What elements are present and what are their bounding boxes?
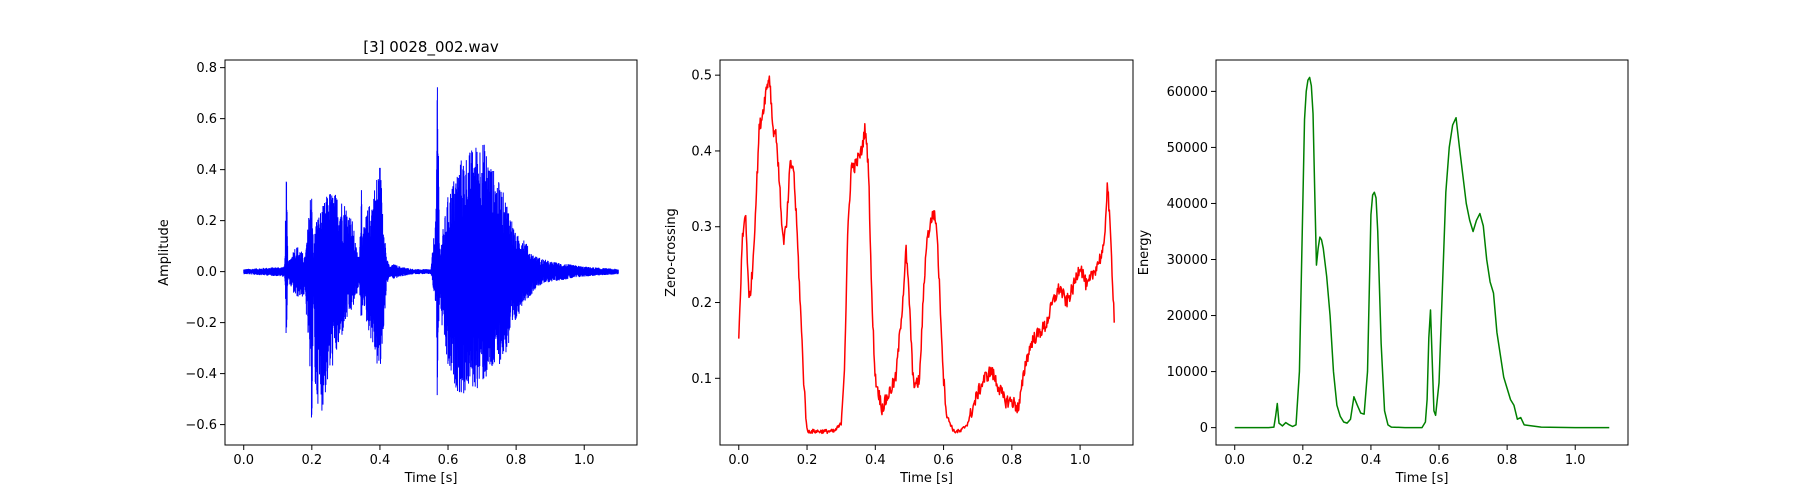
x-tick-label: 0.0 [1224,453,1245,468]
y-axis-label: Zero-crossing [664,208,679,297]
x-axis-label: Time [s] [1395,471,1449,486]
chart-title: [3] 0028_002.wav [363,38,499,57]
x-tick-label: 0.4 [865,453,886,468]
axes-frame [1215,59,1629,446]
subplot-1: 0.0 0.2 0.4 0.6 0.8 1.0 −0.6 −0.4 −0.2 0.0 0.2 0.4 0… [157,38,638,486]
x-tick-label: 0.6 [933,453,954,468]
x-tick-label: 0.6 [1429,453,1450,468]
x-tick-label: 0.8 [1001,453,1022,468]
x-tick-label: 0.2 [301,453,322,468]
x-tick-label: 0.0 [233,453,254,468]
x-axis-label: Time [s] [899,471,953,486]
x-tick-label: 0.4 [370,453,391,468]
x-tick-label: 0.4 [1361,453,1382,468]
y-tick-label: 0.1 [691,372,712,387]
y-tick-label: 0.5 [691,69,712,84]
amplitude-waveform [243,87,619,418]
x-tick-label: 0.0 [728,453,749,468]
series-group [738,75,1115,435]
y-tick-label: 20000 [1167,309,1208,324]
y-tick-label: 30000 [1167,253,1208,268]
energy-line [1234,76,1610,429]
x-tick-label: 0.8 [1497,453,1518,468]
x-tick-label: 0.2 [797,453,818,468]
subplot-2: 0.0 0.2 0.4 0.6 0.8 1.0 0.1 0.2 0.3 0.4 0.5 Time [s… [664,59,1134,486]
subplot-3: 0.0 0.2 0.4 0.6 0.8 1.0 0 10000 20000 30000 40000 5… [1137,59,1629,486]
series-group [243,87,619,418]
y-tick-label: −0.6 [185,418,217,433]
x-tick-label: 1.0 [1070,453,1091,468]
axes-frame [719,59,1134,446]
y-tick-label: 0 [1200,421,1208,436]
x-tick-label: 1.0 [574,453,595,468]
y-tick-label: 0.4 [196,163,217,178]
y-tick-label: 40000 [1167,197,1208,212]
y-axis-label: Amplitude [157,219,172,286]
series-group [1234,76,1610,429]
y-tick-label: 0.0 [196,265,217,280]
y-tick-label: 10000 [1167,365,1208,380]
y-tick-label: 50000 [1167,141,1208,156]
y-tick-label: −0.4 [185,367,217,382]
x-tick-label: 0.8 [506,453,527,468]
zero-crossing-line [738,75,1115,435]
y-tick-label: 0.4 [691,144,712,159]
x-tick-label: 0.6 [438,453,459,468]
y-tick-label: 0.8 [196,61,217,76]
y-tick-label: 0.2 [691,296,712,311]
y-tick-label: −0.2 [185,316,217,331]
x-tick-label: 1.0 [1565,453,1586,468]
axes-frame [224,59,638,446]
x-tick-label: 0.2 [1292,453,1313,468]
y-tick-label: 0.3 [691,220,712,235]
y-tick-label: 0.2 [196,214,217,229]
x-axis-label: Time [s] [404,471,458,486]
y-tick-label: 60000 [1167,85,1208,100]
y-tick-label: 0.6 [196,112,217,127]
y-axis-label: Energy [1137,229,1152,275]
